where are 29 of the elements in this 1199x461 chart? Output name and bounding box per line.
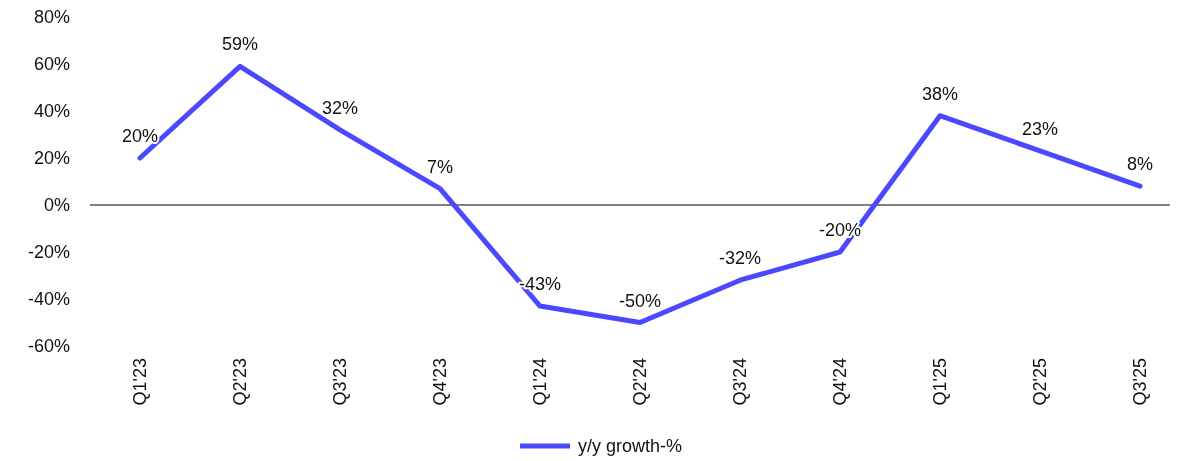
data-label: -50% <box>618 290 662 311</box>
x-tick-label: Q4'24 <box>830 358 850 406</box>
data-label: 7% <box>426 156 454 177</box>
y-tick-label: 80% <box>33 7 70 28</box>
data-label: 38% <box>921 83 959 104</box>
x-tick-label: Q2'24 <box>630 358 650 406</box>
data-label: 20% <box>121 126 159 146</box>
y-tick-label: 40% <box>33 101 70 122</box>
y-tick-label: -40% <box>27 289 70 310</box>
x-tick-label: Q2'23 <box>230 358 250 406</box>
data-label: 8% <box>1126 154 1154 175</box>
x-tick-label: Q2'25 <box>1030 358 1050 406</box>
x-tick-label: Q1'23 <box>130 358 150 406</box>
data-label: 59% <box>221 34 259 55</box>
data-label: 23% <box>1021 118 1059 139</box>
x-tick-label: Q1'25 <box>930 358 950 406</box>
y-tick-label: -20% <box>27 242 70 263</box>
y-tick-label: -60% <box>27 336 70 357</box>
x-tick-label: Q3'25 <box>1130 358 1150 406</box>
legend-label: y/y growth-% <box>578 436 683 457</box>
data-label: -32% <box>718 248 762 269</box>
y-tick-label: 60% <box>33 54 70 75</box>
y-tick-label: 20% <box>33 148 70 169</box>
x-tick-label: Q1'24 <box>530 358 550 406</box>
data-label: 32% <box>321 97 359 118</box>
x-tick-label: Q3'24 <box>730 358 750 406</box>
x-tick-label: Q4'23 <box>430 358 450 406</box>
y-tick-label: 0% <box>43 195 70 216</box>
x-tick-label: Q3'23 <box>330 358 350 406</box>
